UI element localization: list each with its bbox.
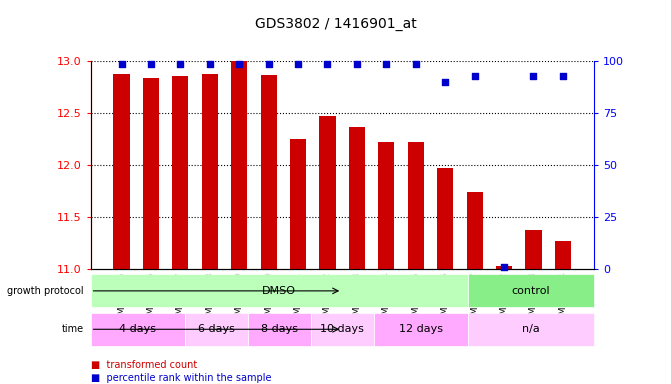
Point xyxy=(381,60,392,66)
Bar xyxy=(468,313,594,346)
Bar xyxy=(378,142,395,269)
Point xyxy=(116,60,127,66)
Bar xyxy=(143,78,159,269)
Point xyxy=(146,60,156,66)
Text: n/a: n/a xyxy=(522,324,539,334)
Bar xyxy=(172,76,189,269)
Text: GDS3802 / 1416901_at: GDS3802 / 1416901_at xyxy=(254,17,417,31)
Bar xyxy=(437,168,454,269)
Bar xyxy=(231,61,248,269)
Point xyxy=(528,73,539,79)
Bar xyxy=(260,75,276,269)
Bar xyxy=(311,313,374,346)
Bar xyxy=(319,116,336,269)
Bar xyxy=(185,313,248,346)
Bar xyxy=(496,266,512,269)
Point xyxy=(558,73,568,79)
Text: 12 days: 12 days xyxy=(399,324,443,334)
Bar xyxy=(466,192,482,269)
Point xyxy=(205,60,215,66)
Point xyxy=(411,60,421,66)
Bar xyxy=(525,230,541,269)
Text: 10 days: 10 days xyxy=(320,324,364,334)
Bar xyxy=(290,139,306,269)
Bar xyxy=(91,313,185,346)
Point xyxy=(263,60,274,66)
Text: growth protocol: growth protocol xyxy=(7,286,84,296)
Point xyxy=(469,73,480,79)
Point xyxy=(352,60,362,66)
Point xyxy=(440,79,450,85)
Bar xyxy=(408,142,424,269)
Bar xyxy=(113,74,130,269)
Point xyxy=(234,60,245,66)
Text: 4 days: 4 days xyxy=(119,324,156,334)
Text: ■  transformed count: ■ transformed count xyxy=(91,360,197,370)
Text: ■  percentile rank within the sample: ■ percentile rank within the sample xyxy=(91,373,271,383)
Point xyxy=(175,60,186,66)
Bar xyxy=(555,241,571,269)
Point xyxy=(322,60,333,66)
Bar xyxy=(91,275,468,307)
Bar xyxy=(248,313,311,346)
Bar xyxy=(349,127,365,269)
Point xyxy=(293,60,303,66)
Text: 6 days: 6 days xyxy=(198,324,235,334)
Bar xyxy=(202,74,218,269)
Point xyxy=(499,264,509,270)
Text: control: control xyxy=(511,286,550,296)
Text: DMSO: DMSO xyxy=(262,286,297,296)
Bar xyxy=(374,313,468,346)
Bar xyxy=(468,275,594,307)
Text: 8 days: 8 days xyxy=(261,324,298,334)
Text: time: time xyxy=(62,324,84,334)
